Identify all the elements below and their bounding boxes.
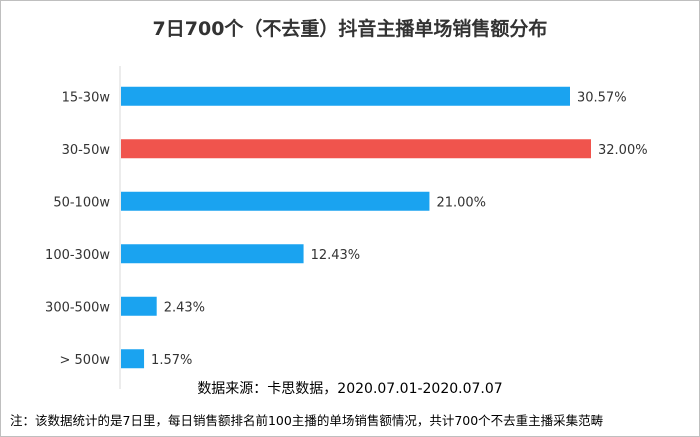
category-tick-label: > 500w: [60, 353, 111, 368]
bar: [121, 349, 145, 369]
footnote: 注：该数据统计的是7日里，每日销售额排名前100主播的单场销售额情况，共计700…: [10, 413, 604, 428]
chart-title: 7日700个（不去重）抖音主播单场销售额分布: [152, 18, 548, 40]
bar-data-label: 30.57%: [577, 90, 627, 105]
bar-data-label: 1.57%: [151, 353, 192, 368]
bar: [121, 86, 570, 106]
category-tick-label: 300-500w: [45, 300, 110, 315]
bar-data-label: 32.00%: [598, 143, 648, 158]
bar-data-label: 2.43%: [164, 300, 205, 315]
bar-data-label: 21.00%: [436, 195, 486, 210]
category-tick-label: 15-30w: [62, 90, 111, 105]
category-tick-label: 100-300w: [45, 248, 110, 263]
category-tick-label: 30-50w: [62, 143, 111, 158]
bar: [121, 139, 591, 159]
bar: [121, 296, 157, 316]
bar: [121, 191, 430, 211]
data-source: 数据来源：卡思数据，2020.07.01-2020.07.07: [197, 381, 503, 397]
bar-data-label: 12.43%: [311, 248, 361, 263]
bar: [121, 244, 304, 264]
category-tick-label: 50-100w: [53, 195, 110, 210]
